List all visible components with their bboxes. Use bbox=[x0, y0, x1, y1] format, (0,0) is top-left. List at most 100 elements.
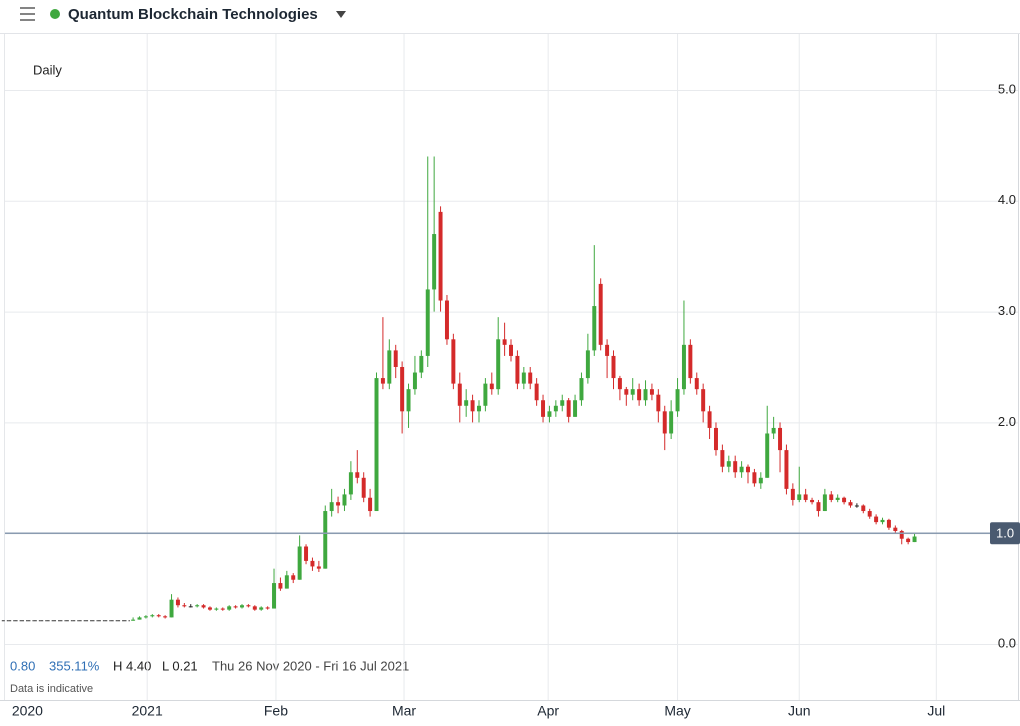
candle-body bbox=[541, 400, 546, 417]
candle-body bbox=[477, 405, 481, 412]
candle-body bbox=[220, 608, 225, 610]
candle-body bbox=[765, 433, 770, 478]
candle-body bbox=[630, 389, 635, 395]
candle-body bbox=[790, 488, 795, 500]
candle-body bbox=[182, 605, 187, 607]
candle-body bbox=[297, 546, 302, 580]
candle-body bbox=[214, 608, 219, 610]
disclaimer: Data is indicative bbox=[10, 683, 93, 695]
candle-body bbox=[432, 234, 437, 290]
candle-body bbox=[617, 378, 622, 390]
candle-body bbox=[854, 505, 859, 507]
candle-body bbox=[368, 497, 373, 512]
candle-body bbox=[681, 344, 686, 390]
candle-body bbox=[163, 616, 168, 618]
candle-body bbox=[797, 494, 802, 500]
x-tick-label: 2021 bbox=[132, 703, 163, 719]
candle-body bbox=[649, 389, 654, 395]
candle-body bbox=[470, 400, 475, 412]
candle-body bbox=[592, 306, 597, 351]
candle-body bbox=[195, 605, 200, 607]
candle-body bbox=[310, 560, 315, 567]
candle-body bbox=[784, 450, 789, 489]
candle-body bbox=[188, 606, 193, 608]
candle-body bbox=[252, 606, 257, 610]
candle-body bbox=[598, 283, 603, 345]
candle-body bbox=[746, 466, 750, 473]
candle-body bbox=[342, 494, 347, 506]
candle-body bbox=[643, 389, 648, 401]
candle-body bbox=[899, 530, 904, 539]
date-range: Thu 26 Nov 2020 - Fri 16 Jul 2021 bbox=[212, 658, 409, 673]
candle-body bbox=[272, 583, 277, 609]
candle-body bbox=[329, 502, 334, 512]
candles bbox=[1, 156, 917, 622]
last-price-box bbox=[990, 522, 1020, 545]
candle-body bbox=[400, 367, 405, 412]
y-tick-label: 2.0 bbox=[998, 414, 1016, 429]
candle-body bbox=[483, 383, 488, 406]
candle-body bbox=[502, 339, 507, 345]
candle-body bbox=[662, 411, 667, 434]
candle-body bbox=[316, 566, 321, 569]
candle-body bbox=[707, 411, 712, 428]
candle-body bbox=[912, 536, 917, 543]
y-tick-label: 4.0 bbox=[998, 192, 1016, 207]
candle-body bbox=[284, 575, 289, 589]
candle-body bbox=[733, 461, 738, 473]
dropdown-arrow[interactable] bbox=[336, 11, 346, 18]
instrument-title[interactable]: Quantum Blockchain Technologies bbox=[68, 6, 318, 23]
candle-body bbox=[611, 355, 616, 379]
x-tick-label: Jun bbox=[788, 703, 811, 719]
candle-body bbox=[278, 583, 283, 589]
candle-body bbox=[304, 546, 309, 561]
candle-body bbox=[739, 466, 744, 473]
candle-body bbox=[131, 619, 136, 621]
candle-body bbox=[361, 477, 366, 498]
candle-body bbox=[656, 394, 661, 412]
last-price-label: 1.0 bbox=[996, 526, 1014, 541]
candle-body bbox=[227, 606, 232, 610]
status-dot bbox=[50, 9, 60, 19]
candle-body bbox=[387, 350, 392, 384]
candle-body bbox=[560, 400, 565, 406]
candle-body bbox=[175, 599, 180, 606]
high-stat: H 4.40 bbox=[113, 658, 151, 673]
candle-body bbox=[425, 289, 430, 356]
candle-body bbox=[688, 344, 693, 379]
candle-body bbox=[778, 427, 783, 451]
x-tick-label: Feb bbox=[264, 703, 288, 719]
candle-body bbox=[816, 502, 821, 512]
menu-icon[interactable] bbox=[20, 7, 35, 21]
candle-body bbox=[323, 511, 328, 569]
candle-body bbox=[835, 497, 840, 500]
candle-body bbox=[713, 427, 718, 451]
x-tick-label: Jul bbox=[927, 703, 945, 719]
candle-body bbox=[624, 389, 629, 395]
candle-body bbox=[726, 461, 731, 467]
candle-body bbox=[509, 344, 513, 356]
candle-body bbox=[553, 405, 558, 412]
low-stat: L 0.21 bbox=[162, 658, 198, 673]
y-tick-label: 0.0 bbox=[998, 635, 1016, 650]
candle-body bbox=[861, 505, 866, 512]
candle-body bbox=[464, 400, 469, 406]
y-tick-label: 5.0 bbox=[998, 81, 1016, 96]
candle-body bbox=[496, 339, 501, 390]
candle-body bbox=[880, 519, 885, 523]
candle-body bbox=[265, 607, 270, 609]
candle-body bbox=[579, 378, 584, 401]
candle-body bbox=[893, 527, 898, 531]
candle-body bbox=[822, 494, 827, 512]
x-tick-label: 2020 bbox=[12, 703, 43, 719]
candle-body bbox=[810, 499, 815, 503]
candle-body bbox=[380, 378, 385, 384]
candle-body bbox=[637, 389, 642, 401]
candle-body bbox=[771, 427, 776, 434]
candle-body bbox=[906, 538, 911, 543]
candle-body bbox=[585, 350, 590, 379]
candle-body bbox=[521, 372, 526, 384]
candle-body bbox=[874, 516, 879, 523]
